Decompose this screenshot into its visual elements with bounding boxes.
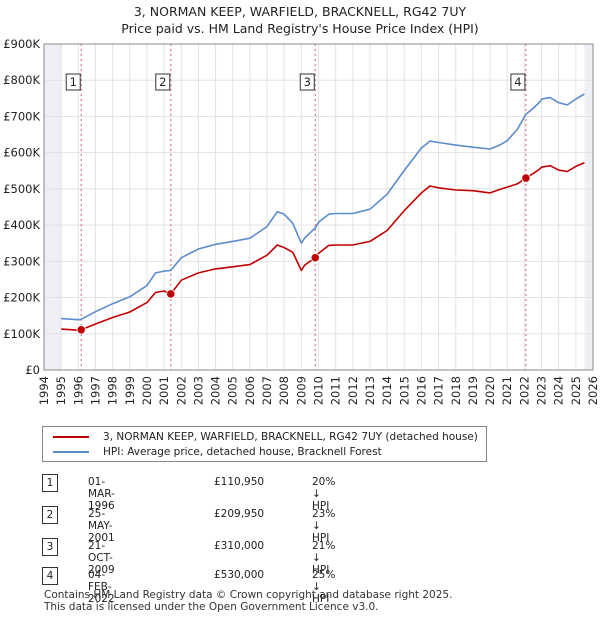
x-tick-label: 1998 <box>106 376 120 405</box>
y-tick-label: £200K <box>3 291 40 305</box>
x-tick-label: 2003 <box>191 376 205 405</box>
x-tick-label: 2024 <box>552 376 566 405</box>
x-tick-label: 2023 <box>535 376 549 405</box>
sale-3-marker <box>310 253 320 263</box>
chart-title: 3, NORMAN KEEP, WARFIELD, BRACKNELL, RG4… <box>133 4 467 19</box>
x-tick-label: 1999 <box>123 376 137 405</box>
sale-price: £310,000 <box>214 540 265 552</box>
sale-2-badge-label: 2 <box>159 75 166 89</box>
chart-legend: 3, NORMAN KEEP, WARFIELD, BRACKNELL, RG4… <box>42 426 487 462</box>
sale-hpi-diff: 23% ↓ HPI <box>312 508 336 544</box>
chart-subtitle: Price paid vs. HM Land Registry's House … <box>121 21 479 36</box>
legend-label-property: 3, NORMAN KEEP, WARFIELD, BRACKNELL, RG4… <box>103 431 478 443</box>
sale-3-badge-label: 3 <box>304 75 311 89</box>
sale-price: £530,000 <box>214 569 265 581</box>
x-tick-label: 2019 <box>466 376 480 405</box>
footer-licence: This data is licensed under the Open Gov… <box>44 601 379 613</box>
x-tick-label: 2009 <box>294 376 308 405</box>
legend-item-hpi: HPI: Average price, detached house, Brac… <box>53 445 382 459</box>
x-tick-label: 2016 <box>414 376 428 405</box>
sale-number-badge: 2 <box>42 506 58 524</box>
x-tick-label: 2008 <box>277 376 291 405</box>
sale-date: 01-MAR-1996 <box>88 476 115 512</box>
sale-3-badge <box>299 73 315 91</box>
legend-item-property: 3, NORMAN KEEP, WARFIELD, BRACKNELL, RG4… <box>53 430 478 444</box>
hpi-line <box>61 93 585 321</box>
sale-1-marker <box>76 325 86 335</box>
x-tick-label: 2010 <box>312 376 326 405</box>
post-data-shade <box>584 44 593 370</box>
sale-2-marker <box>166 289 176 299</box>
sale-4-marker <box>521 173 531 183</box>
sale-1-badge-label: 1 <box>70 75 77 89</box>
x-tick-label: 2018 <box>449 376 463 405</box>
y-tick-label: £100K <box>3 327 40 341</box>
x-tick-label: 2002 <box>174 376 188 405</box>
sale-number-badge: 1 <box>42 474 58 492</box>
sale-4-badge <box>510 73 526 91</box>
y-tick-label: £300K <box>3 254 40 268</box>
y-tick-label: £800K <box>3 73 40 87</box>
x-tick-label: 2011 <box>329 376 343 405</box>
sale-date: 21-OCT-2009 <box>88 540 115 576</box>
sale-hpi-diff: 21% ↓ HPI <box>312 540 336 576</box>
x-tick-label: 2004 <box>209 376 223 405</box>
legend-swatch-blue <box>53 451 89 453</box>
x-tick-label: 2021 <box>500 376 514 405</box>
price-chart: 1 2 3 4 £0 £100K £200K £300K £400K £500K £600K £70… <box>3 37 600 405</box>
x-tick-label: 2007 <box>260 376 274 405</box>
x-tick-label: 2005 <box>226 376 240 405</box>
sale-price: £209,950 <box>214 508 265 520</box>
sale-4-badge-label: 4 <box>514 75 521 89</box>
footer-copyright: Contains HM Land Registry data © Crown c… <box>44 589 453 601</box>
y-tick-label: £600K <box>3 146 40 160</box>
legend-label-hpi: HPI: Average price, detached house, Brac… <box>103 446 382 458</box>
x-tick-label: 2020 <box>483 376 497 405</box>
sale-2-badge <box>155 73 171 91</box>
y-tick-label: £500K <box>3 182 40 196</box>
x-tick-label: 2015 <box>397 376 411 405</box>
x-tick-label: 2006 <box>243 376 257 405</box>
sale-hpi-diff: 25% ↓ HPI <box>312 569 336 605</box>
x-tick-label: 1996 <box>71 376 85 405</box>
x-tick-label: 2013 <box>363 376 377 405</box>
y-tick-label: £900K <box>3 37 40 51</box>
sale-price: £110,950 <box>214 476 265 488</box>
y-tick-label: £400K <box>3 218 40 232</box>
x-tick-label: 2017 <box>432 376 446 405</box>
x-tick-label: 2022 <box>517 376 531 405</box>
x-tick-label: 2012 <box>346 376 360 405</box>
x-tick-label: 2001 <box>157 376 171 405</box>
sale-number-badge: 3 <box>42 538 58 556</box>
sale-number-badge: 4 <box>42 567 58 585</box>
sale-1-badge <box>65 73 81 91</box>
legend-swatch-red <box>53 436 89 438</box>
x-tick-label: 1994 <box>37 376 51 405</box>
x-tick-label: 2026 <box>586 376 600 405</box>
x-tick-label: 1995 <box>54 376 68 405</box>
y-tick-label: £700K <box>3 109 40 123</box>
sale-hpi-diff: 20% ↓ HPI <box>312 476 336 512</box>
sale-date: 04-FEB-2022 <box>88 569 115 605</box>
x-tick-label: 1997 <box>88 376 102 405</box>
x-tick-label: 2014 <box>380 376 394 405</box>
sale-date: 25-MAY-2001 <box>88 508 115 544</box>
y-tick-label: £0 <box>25 363 40 377</box>
pre-data-shade <box>44 44 62 370</box>
x-tick-label: 2025 <box>569 376 583 405</box>
x-tick-label: 2000 <box>140 376 154 405</box>
plot-frame <box>43 43 594 371</box>
